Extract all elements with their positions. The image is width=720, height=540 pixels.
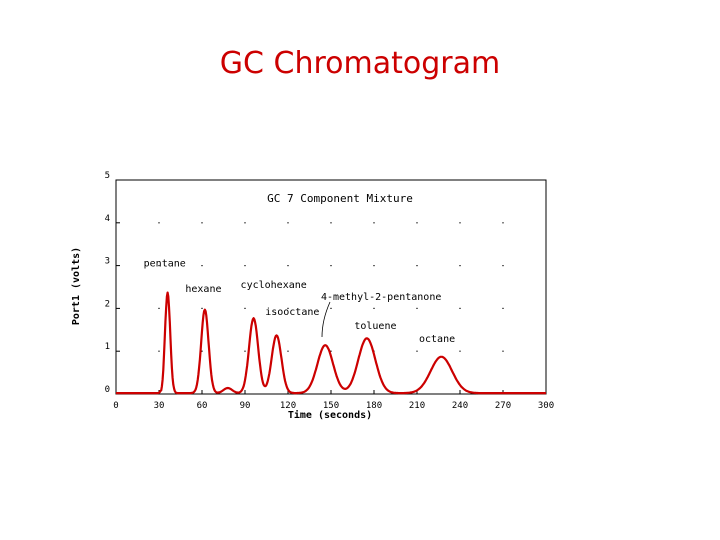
y-tick-label: 1 (105, 342, 110, 352)
grid-dot (287, 222, 289, 224)
chart-title: GC 7 Component Mixture (267, 192, 413, 205)
grid-dot (502, 307, 504, 309)
y-tick-label: 4 (105, 214, 110, 224)
peak-label: cyclohexane (241, 280, 307, 291)
y-tick-label: 2 (105, 299, 110, 309)
plot-frame (115, 179, 547, 395)
peak-labels-layer: pentane hexane cyclohexane isooctane4-methy… (144, 258, 455, 344)
grid-dot (287, 350, 289, 352)
x-tick-label: 300 (538, 401, 554, 411)
x-tick-label: 0 (113, 401, 118, 411)
grid-dot (330, 307, 332, 309)
grid-dot (416, 350, 418, 352)
grid-dot (459, 350, 461, 352)
grid-dot (244, 350, 246, 352)
y-axis-title: Port1 (volts) (71, 247, 82, 325)
grid-layer (158, 222, 504, 352)
grid-dot (158, 307, 160, 309)
grid-dot (201, 222, 203, 224)
chromatogram-trace (115, 291, 547, 395)
grid-dot (330, 265, 332, 267)
grid-dot (502, 265, 504, 267)
peak-label: octane (419, 334, 455, 345)
grid-dot (330, 222, 332, 224)
y-tick-label: 0 (105, 385, 110, 395)
grid-dot (502, 222, 504, 224)
peak-label: 4-methyl-2-pentanone (321, 292, 441, 303)
x-axis-title: Time (seconds) (288, 409, 372, 421)
grid-dot (244, 307, 246, 309)
slide-title: GC Chromatogram (219, 46, 501, 81)
grid-dot (459, 265, 461, 267)
x-tick-label: 120 (280, 401, 296, 411)
grid-dot (287, 265, 289, 267)
peak-label: toluene (354, 321, 396, 332)
peak-label: hexane (185, 284, 221, 295)
peak-label: isooctane (265, 307, 319, 318)
x-tick-label: 240 (452, 401, 468, 411)
grid-dot (373, 222, 375, 224)
grid-dot (416, 307, 418, 309)
x-tick-label: 60 (197, 401, 208, 411)
ticks-layer: 0 30 60 90 120 150 180 210 240 270 300 0 1 2 3 4 5 (105, 171, 555, 411)
grid-dot (459, 222, 461, 224)
x-tick-label: 30 (154, 401, 165, 411)
x-tick-label: 180 (366, 401, 382, 411)
x-tick-label: 210 (409, 401, 425, 411)
x-tick-label: 270 (495, 401, 511, 411)
grid-dot (502, 350, 504, 352)
grid-dot (459, 307, 461, 309)
grid-dot (244, 222, 246, 224)
grid-dot (330, 350, 332, 352)
x-tick-label: 150 (323, 401, 339, 411)
grid-dot (373, 265, 375, 267)
grid-dot (201, 350, 203, 352)
peak-label: pentane (144, 258, 186, 269)
grid-dot (416, 265, 418, 267)
y-tick-label: 5 (105, 171, 110, 181)
grid-dot (158, 350, 160, 352)
grid-dot (201, 265, 203, 267)
label-leader-line (321, 301, 331, 338)
grid-dot (416, 222, 418, 224)
grid-dot (373, 307, 375, 309)
grid-dot (201, 307, 203, 309)
grid-dot (244, 265, 246, 267)
grid-dot (287, 307, 289, 309)
grid-dot (158, 222, 160, 224)
grid-dot (158, 265, 160, 267)
x-tick-label: 90 (240, 401, 251, 411)
y-tick-label: 3 (105, 257, 110, 267)
